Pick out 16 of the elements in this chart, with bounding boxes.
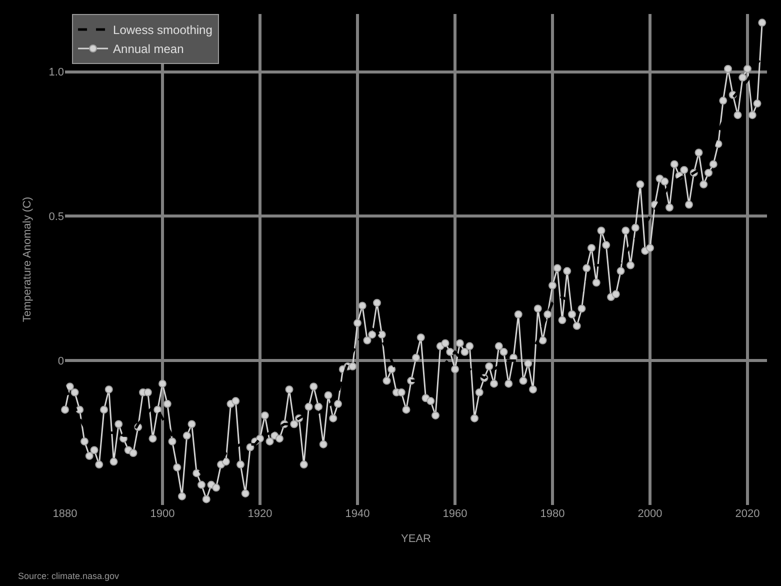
- legend-label: Lowess smoothing: [113, 23, 212, 38]
- x-tick-label: 1980: [540, 508, 565, 520]
- x-tick-label: 1880: [52, 508, 78, 520]
- legend-label: Annual mean: [113, 42, 184, 56]
- x-tick-label: 1960: [442, 508, 468, 520]
- y-tick-label: 0: [58, 355, 64, 368]
- y-tick-label: 1.0: [48, 66, 64, 79]
- x-tick-label: 1900: [150, 508, 175, 520]
- y-axis-title: Temperature Anomaly (C): [21, 196, 34, 322]
- x-axis-title: YEAR: [401, 533, 432, 546]
- x-tick-label: 1940: [345, 508, 370, 520]
- x-tick-label: 2020: [735, 508, 760, 520]
- x-tick-label: 2000: [638, 508, 662, 520]
- x-tick-label: 1920: [248, 508, 272, 520]
- y-tick-label: 0.5: [48, 211, 64, 224]
- source-note: Source: climate.nasa.gov: [18, 571, 120, 581]
